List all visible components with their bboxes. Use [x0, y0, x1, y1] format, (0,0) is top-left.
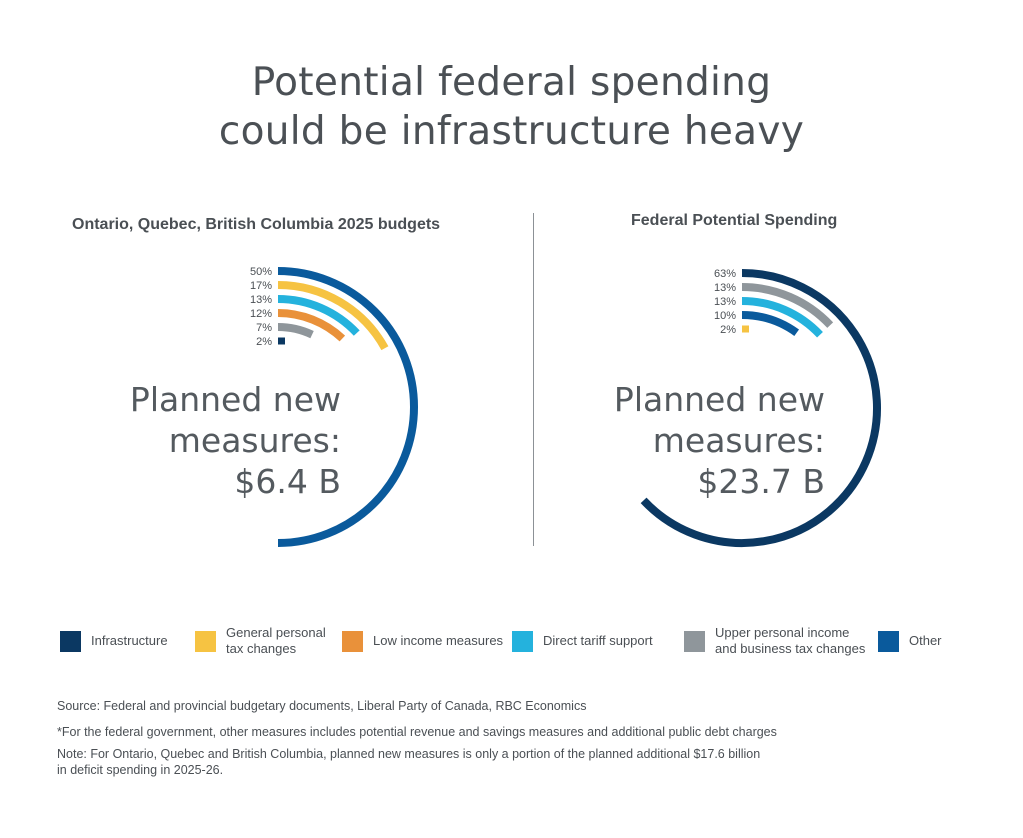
bar-1-other	[741, 311, 800, 337]
bar-0-general-personal-tax-changes	[277, 281, 389, 351]
bar-0-low-income-measures	[277, 309, 346, 342]
legend-swatch	[878, 630, 899, 652]
left-center-line-2: measures:	[168, 421, 341, 460]
bar-label-0-upper-personal-income-and-business-tax-changes: 7%	[256, 322, 272, 334]
right-center-line-2: measures:	[652, 421, 825, 460]
source-note: Source: Federal and provincial budgetary…	[57, 699, 587, 713]
bar-label-1-direct-tariff-support: 13%	[714, 296, 736, 308]
right-center-total: $23.7 B	[697, 462, 825, 501]
bar-0-upper-personal-income-and-business-tax-changes	[277, 323, 314, 339]
note-line-1: Note: For Ontario, Quebec and British Co…	[57, 747, 761, 761]
legend-label: Direct tariff support	[543, 633, 653, 648]
legend-label: Upper personal income and business tax ch…	[715, 625, 866, 656]
legend-label: Low income measures	[373, 633, 504, 648]
bar-label-0-direct-tariff-support: 13%	[250, 294, 272, 306]
chart-title-line-1: Potential federal spending	[251, 60, 772, 105]
chart-divider	[533, 213, 534, 546]
bar-label-1-infrastructure: 63%	[714, 268, 736, 280]
bar-label-0-other: 50%	[250, 266, 272, 278]
legend: Infrastructure General personal tax change…	[60, 621, 980, 661]
legend-item-infrastructure: Infrastructure	[60, 621, 168, 661]
legend-swatch	[195, 630, 216, 652]
legend-swatch	[512, 630, 533, 652]
left-chart-subtitle: Ontario, Quebec, British Columbia 2025 b…	[72, 216, 441, 233]
left-center-text: Planned new measures: $6.4 B	[130, 379, 341, 502]
legend-swatch	[684, 630, 705, 652]
legend-label: General personal tax changes	[226, 625, 326, 656]
legend-item-general-personal-tax-changes: General personal tax changes	[195, 621, 326, 661]
legend-item-other: Other	[878, 621, 942, 661]
bar-label-0-infrastructure: 2%	[256, 336, 272, 348]
chart-title-line-2: could be infrastructure heavy	[218, 109, 805, 154]
footnote: *For the federal government, other measu…	[57, 725, 777, 739]
bar-label-0-general-personal-tax-changes: 17%	[250, 280, 272, 292]
bar-0-direct-tariff-support	[277, 295, 360, 336]
bar-label-0-low-income-measures: 12%	[250, 308, 272, 320]
right-chart-subtitle: Federal Potential Spending	[631, 212, 838, 229]
legend-swatch	[60, 630, 81, 652]
legend-item-low-income-measures: Low income measures	[342, 621, 503, 661]
legend-label: Infrastructure	[91, 633, 168, 648]
bar-1-general-personal-tax-changes	[742, 325, 749, 333]
bar-label-1-other: 10%	[714, 310, 736, 322]
bar-0-infrastructure	[278, 337, 285, 345]
bar-1-upper-personal-income-and-business-tax-changes	[741, 283, 834, 328]
legend-label: Other	[909, 633, 942, 648]
bar-0-other	[277, 267, 418, 547]
legend-item-direct-tariff-support: Direct tariff support	[512, 621, 653, 661]
bar-1-direct-tariff-support	[741, 297, 823, 338]
chart-title: Potential federal spending could be infr…	[0, 58, 1023, 156]
note-line-2: in deficit spending in 2025-26.	[57, 763, 224, 777]
legend-swatch	[342, 630, 363, 652]
bar-label-1-general-personal-tax-changes: 2%	[720, 324, 736, 336]
right-center-text: Planned new measures: $23.7 B	[614, 379, 825, 502]
left-center-total: $6.4 B	[234, 462, 341, 501]
legend-item-upper-personal-income-and-business-tax-changes: Upper personal income and business tax ch…	[684, 621, 865, 661]
bar-1-infrastructure	[640, 269, 881, 547]
left-center-line-1: Planned new	[129, 380, 341, 419]
notes: Source: Federal and provincial budgetary…	[57, 698, 857, 778]
right-center-line-1: Planned new	[613, 380, 825, 419]
bar-label-1-upper-personal-income-and-business-tax-changes: 13%	[714, 282, 736, 294]
